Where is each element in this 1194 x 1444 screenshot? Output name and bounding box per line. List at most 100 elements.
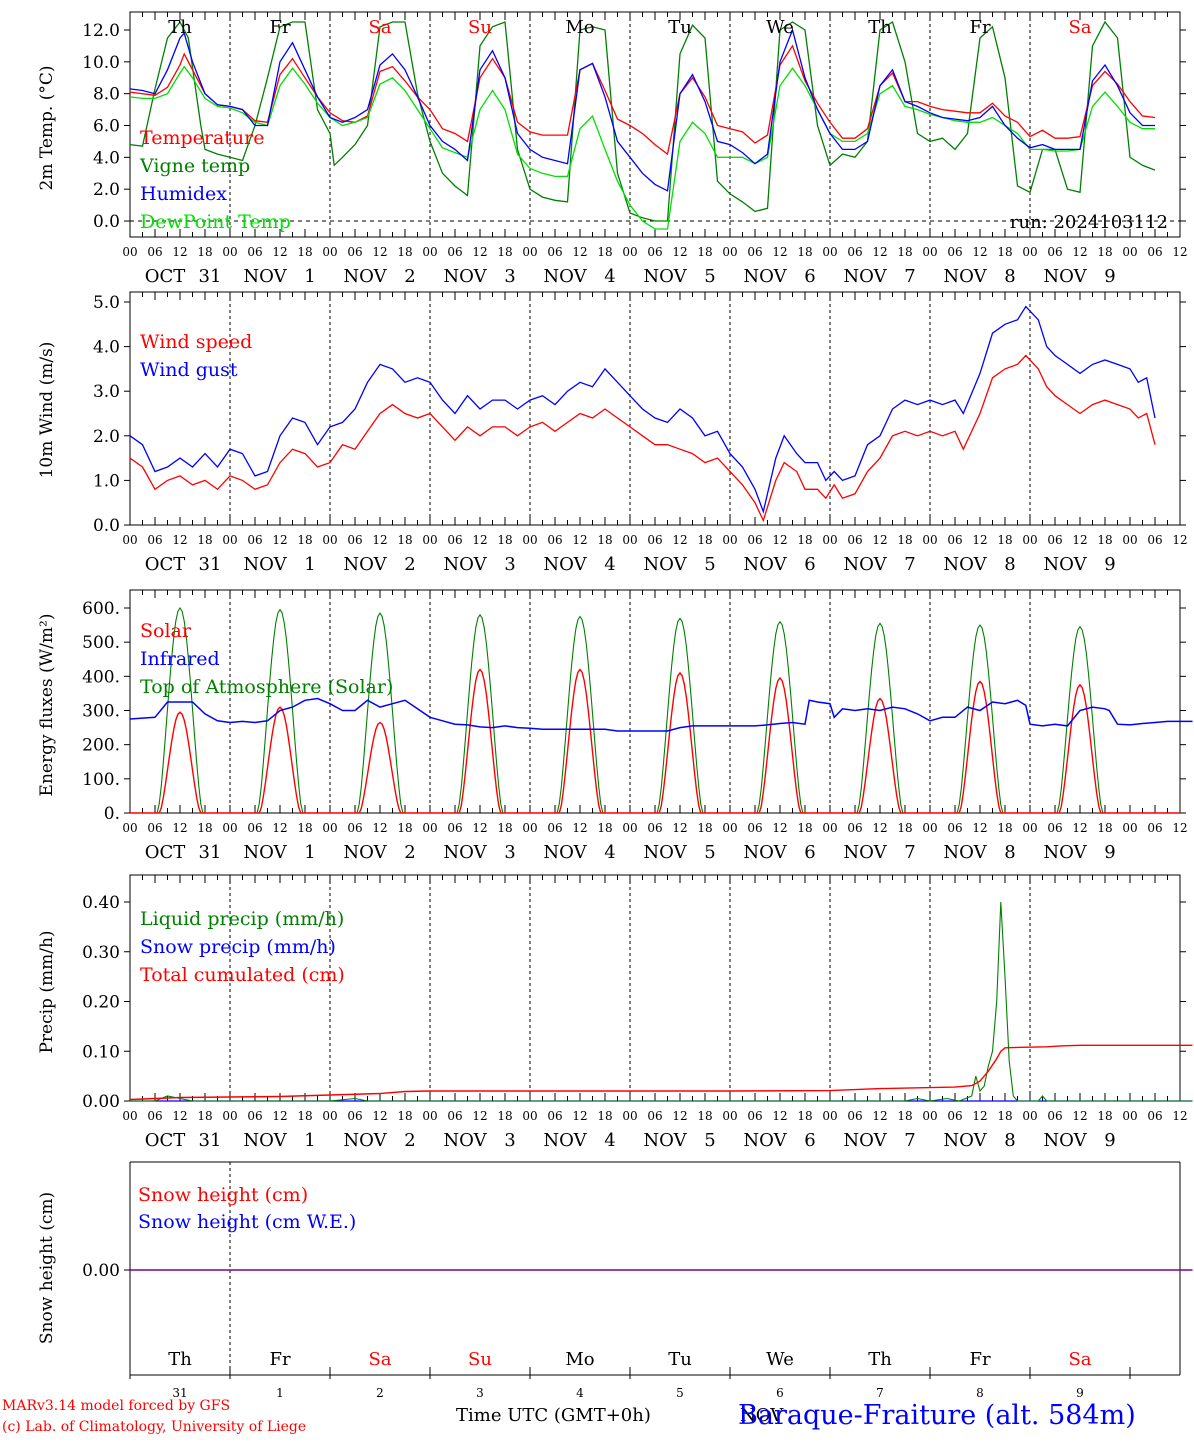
panel-0-month-label: NOV xyxy=(1043,266,1087,287)
bottom-day-label: Su xyxy=(468,1349,492,1370)
panel-3-hour-label: 18 xyxy=(697,1109,712,1123)
panel-1-ytick-label: 5.0 xyxy=(93,293,120,313)
panel-1-hour-label: 00 xyxy=(822,533,837,547)
panel-2-hour-label: 06 xyxy=(447,821,462,835)
panel-2-month-label: NOV xyxy=(1043,842,1087,863)
top-day-label: Fr xyxy=(269,17,290,38)
panel-2-legend-infrared: Infrared xyxy=(140,648,220,670)
panel-1-hour-label: 00 xyxy=(1122,533,1137,547)
panel-2-hour-label: 06 xyxy=(547,821,562,835)
top-day-label: Sa xyxy=(368,17,391,38)
panel-1-hour-label: 06 xyxy=(147,533,162,547)
bottom-day-number: 2 xyxy=(376,1386,384,1400)
panel-2-hour-label: 12 xyxy=(772,821,787,835)
bottom-day-number: 6 xyxy=(776,1386,784,1400)
panel-2-date-label: 1 xyxy=(304,842,315,863)
panel-2-legend-solar: Solar xyxy=(140,620,192,642)
panel-2-hour-label: 06 xyxy=(347,821,362,835)
panel-3-month-label: NOV xyxy=(543,1130,587,1151)
panel-0-hour-label: 06 xyxy=(147,245,162,259)
panel-2-hour-label: 18 xyxy=(397,821,412,835)
panel-1-month-label: NOV xyxy=(1043,554,1087,575)
bottom-day-number: 31 xyxy=(172,1386,187,1400)
panel-0-hour-label: 12 xyxy=(272,245,287,259)
panel-0-hour-label: 18 xyxy=(897,245,912,259)
panel-3-ytick-label: 0.10 xyxy=(82,1042,120,1062)
panel-1-date-label: 7 xyxy=(904,554,915,575)
bottom-day-label: Mo xyxy=(565,1349,594,1370)
panel-0-date-label: 3 xyxy=(504,266,515,287)
bottom-day-number: 9 xyxy=(1076,1386,1084,1400)
panel-1-month-label: NOV xyxy=(643,554,687,575)
panel-3-date-label: 1 xyxy=(304,1130,315,1151)
panel-3-date-label: 31 xyxy=(199,1130,222,1151)
panel-0-hour-label: 06 xyxy=(447,245,462,259)
panel-2-hour-label: 06 xyxy=(847,821,862,835)
panel-2-month-label: NOV xyxy=(443,842,487,863)
panel-3-ytick-label: 0.30 xyxy=(82,943,120,963)
panel-1-hour-label: 06 xyxy=(547,533,562,547)
panel-2-month-label: NOV xyxy=(343,842,387,863)
panel-0-month-label: NOV xyxy=(843,266,887,287)
panel-3-hour-label: 12 xyxy=(672,1109,687,1123)
panel-1-month-label: NOV xyxy=(943,554,987,575)
panel-0-ytick-label: 0.0 xyxy=(93,212,120,232)
panel-0-hour-label: 06 xyxy=(1047,245,1062,259)
panel-2-date-label: 8 xyxy=(1004,842,1015,863)
panel-1-month-label: OCT xyxy=(145,554,186,575)
panel-2-date-label: 2 xyxy=(404,842,415,863)
panel-0-legend-temperature: Temperature xyxy=(140,127,264,149)
panel-2-hour-label: 18 xyxy=(1097,821,1112,835)
panel-2-hour-label: 12 xyxy=(972,821,987,835)
panel-1-hour-label: 12 xyxy=(372,533,387,547)
bottom-day-number: 5 xyxy=(676,1386,684,1400)
bottom-day-label: Th xyxy=(868,1349,892,1370)
panel-2-hour-label: 12 xyxy=(172,821,187,835)
panel-2-hour-label: 18 xyxy=(297,821,312,835)
panel-1-hour-label: 06 xyxy=(247,533,262,547)
panel-0-hour-label: 06 xyxy=(1147,245,1162,259)
panel-1-ytick-label: 4.0 xyxy=(93,338,120,358)
panel-2-hour-label: 00 xyxy=(122,821,137,835)
temp-series-3-line xyxy=(129,65,1155,230)
panel-0-month-label: NOV xyxy=(243,266,287,287)
panel-1-hour-label: 12 xyxy=(472,533,487,547)
panel-0-hour-label: 18 xyxy=(497,245,512,259)
panel-3-hour-label: 06 xyxy=(247,1109,262,1123)
temp-series-1-line xyxy=(129,20,1156,222)
panel-0-hour-label: 00 xyxy=(1022,245,1037,259)
panel-2-hour-label: 00 xyxy=(922,821,937,835)
panel-1-hour-label: 00 xyxy=(222,533,237,547)
temp-series-2-line xyxy=(129,27,1155,192)
panel-3-month-label: NOV xyxy=(243,1130,287,1151)
panel-0-date-label: 9 xyxy=(1104,266,1115,287)
panel-2-hour-label: 06 xyxy=(1147,821,1162,835)
panel-3-hour-label: 00 xyxy=(1122,1109,1137,1123)
panel-3-hour-label: 06 xyxy=(347,1109,362,1123)
bottom-day-label: Tu xyxy=(668,1349,692,1370)
panel-3-month-label: NOV xyxy=(743,1130,787,1151)
panel-3-hour-label: 06 xyxy=(1147,1109,1162,1123)
panel-1-hour-label: 00 xyxy=(322,533,337,547)
panel-0-hour-label: 00 xyxy=(122,245,137,259)
panel-1-hour-label: 00 xyxy=(522,533,537,547)
panel-1-hour-label: 12 xyxy=(872,533,887,547)
panel-2-hour-label: 00 xyxy=(422,821,437,835)
panel-2-date-label: 9 xyxy=(1104,842,1115,863)
panel-0-date-label: 5 xyxy=(704,266,715,287)
panel-3-hour-label: 12 xyxy=(872,1109,887,1123)
panel-1-date-label: 2 xyxy=(404,554,415,575)
panel-0-month-label: NOV xyxy=(743,266,787,287)
panel-3-hour-label: 12 xyxy=(372,1109,387,1123)
panel-2-hour-label: 06 xyxy=(747,821,762,835)
panel-1-hour-label: 12 xyxy=(672,533,687,547)
panel-0-legend-vigne-temp: Vigne temp xyxy=(139,155,250,177)
panel-2-frame xyxy=(129,589,1181,814)
panel-3-hour-label: 18 xyxy=(897,1109,912,1123)
panel-2-ytick-label: 300. xyxy=(82,702,120,722)
panel-2-hour-label: 18 xyxy=(897,821,912,835)
panel-1-date-label: 9 xyxy=(1104,554,1115,575)
panel-2-hour-label: 00 xyxy=(622,821,637,835)
panel-3-hour-label: 18 xyxy=(597,1109,612,1123)
panel-1-hour-label: 00 xyxy=(422,533,437,547)
